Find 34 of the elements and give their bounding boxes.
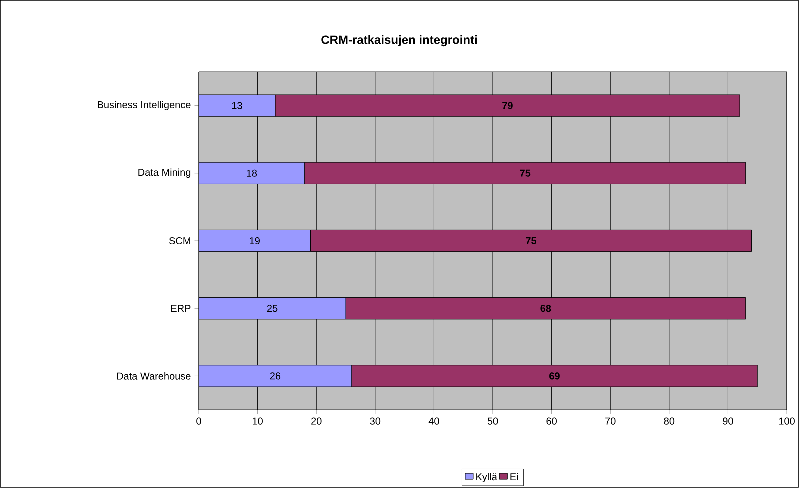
data-label: 69	[550, 372, 560, 380]
legend-label: Kyllä	[476, 473, 498, 483]
data-label: 75	[520, 170, 531, 177]
bar	[199, 298, 346, 320]
x-tick-label: 40	[428, 418, 440, 425]
x-tick-label: 90	[723, 418, 734, 425]
data-label: 25	[267, 305, 278, 312]
x-tick-label: 70	[606, 418, 616, 425]
bar	[199, 230, 311, 252]
x-tick-label: 20	[312, 418, 322, 425]
x-tick-label: 100	[779, 418, 795, 425]
data-label: 13	[232, 102, 242, 110]
x-tick-label: 0	[196, 418, 202, 425]
x-tick-label: 10	[253, 418, 263, 425]
data-label: 68	[540, 305, 552, 312]
bar	[199, 365, 352, 388]
legend-label: Ei	[510, 473, 518, 480]
bar	[199, 94, 276, 117]
chart-title: CRM-ratkaisujen integrointi	[322, 35, 477, 47]
y-tick-label: Data Warehouse	[117, 372, 191, 380]
data-label: 79	[502, 102, 513, 110]
data-label: 18	[247, 170, 258, 177]
x-tick-label: 80	[664, 418, 675, 425]
x-tick-label: 30	[370, 418, 381, 425]
bar	[199, 162, 306, 184]
y-tick-label: Data Mining	[138, 168, 191, 178]
data-label: 19	[250, 237, 260, 245]
data-label: 75	[526, 238, 537, 244]
y-tick-label: ERP	[171, 305, 191, 312]
x-tick-label: 60	[546, 418, 557, 425]
y-tick-label: Business Intelligence	[98, 101, 191, 110]
x-tick-label: 50	[488, 418, 498, 425]
y-tick-label: SCM	[169, 237, 190, 245]
data-label: 26	[270, 372, 281, 380]
